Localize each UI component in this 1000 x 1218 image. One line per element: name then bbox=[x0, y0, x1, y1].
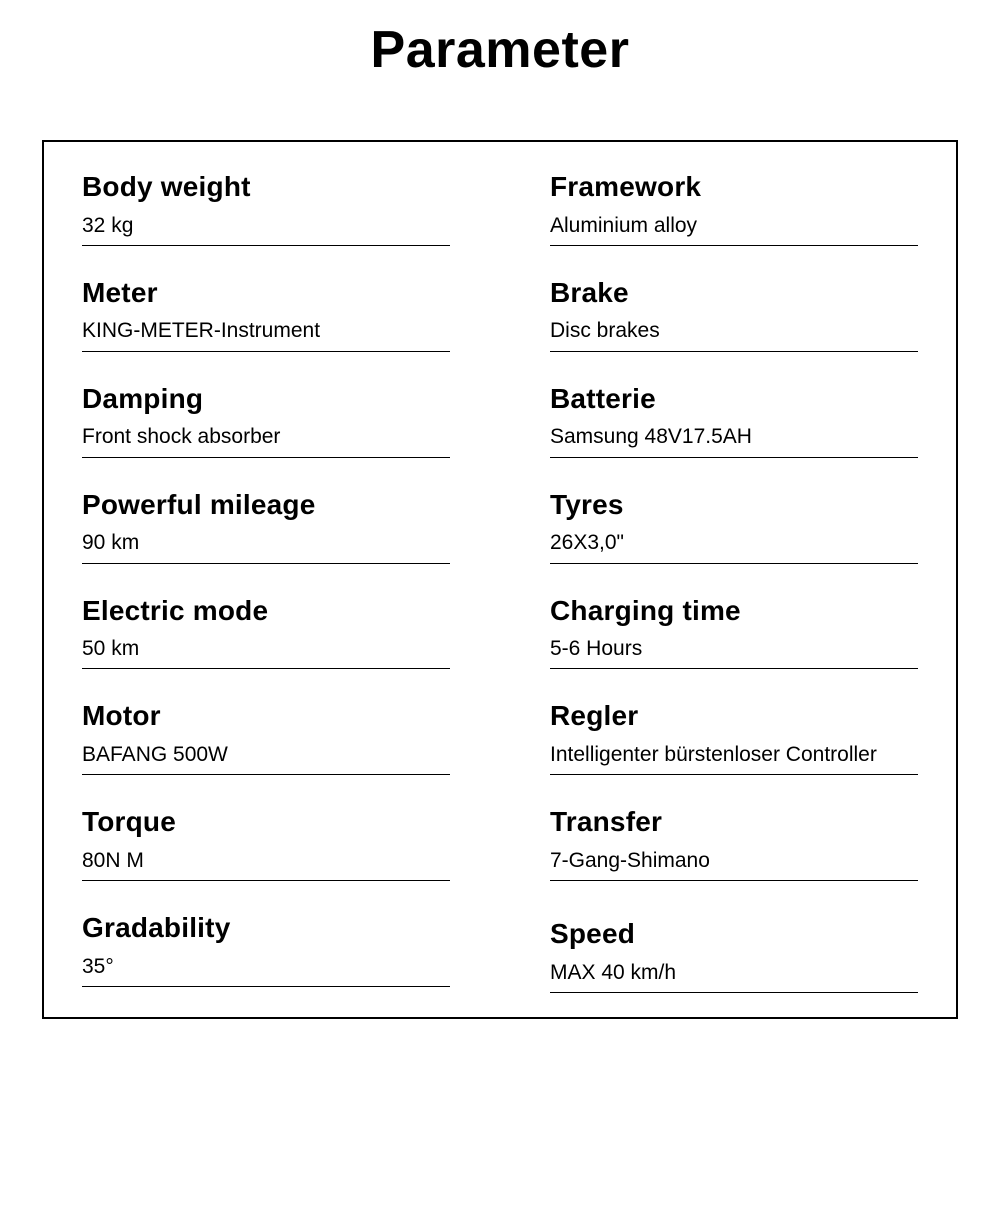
spec-item: Damping Front shock absorber bbox=[82, 382, 450, 458]
spec-item: Motor BAFANG 500W bbox=[82, 699, 450, 775]
spec-value: 90 km bbox=[82, 529, 450, 556]
spec-value: 5-6 Hours bbox=[550, 635, 918, 662]
column-left: Body weight 32 kg Meter KING-METER-Instr… bbox=[82, 170, 450, 993]
spec-value: 26X3,0" bbox=[550, 529, 918, 556]
spec-item: Body weight 32 kg bbox=[82, 170, 450, 246]
spec-label: Charging time bbox=[550, 594, 918, 628]
spec-label: Transfer bbox=[550, 805, 918, 839]
spec-label: Powerful mileage bbox=[82, 488, 450, 522]
spec-value: 32 kg bbox=[82, 212, 450, 239]
spec-value: KING-METER-Instrument bbox=[82, 317, 450, 344]
spec-value: MAX 40 km/h bbox=[550, 959, 918, 986]
spec-label: Damping bbox=[82, 382, 450, 416]
spec-item: Framework Aluminium alloy bbox=[550, 170, 918, 246]
spec-label: Meter bbox=[82, 276, 450, 310]
spec-value: Aluminium alloy bbox=[550, 212, 918, 239]
page-title: Parameter bbox=[0, 20, 1000, 80]
columns-container: Body weight 32 kg Meter KING-METER-Instr… bbox=[82, 170, 918, 993]
spec-item: Charging time 5-6 Hours bbox=[550, 594, 918, 670]
spec-label: Tyres bbox=[550, 488, 918, 522]
spec-label: Gradability bbox=[82, 911, 450, 945]
spec-label: Electric mode bbox=[82, 594, 450, 628]
spec-item: Speed MAX 40 km/h bbox=[550, 917, 918, 993]
parameter-box: Body weight 32 kg Meter KING-METER-Instr… bbox=[42, 140, 958, 1019]
spec-value: 7-Gang-Shimano bbox=[550, 847, 918, 874]
spec-item: Gradability 35° bbox=[82, 911, 450, 987]
spec-label: Motor bbox=[82, 699, 450, 733]
spec-label: Body weight bbox=[82, 170, 450, 204]
spec-item: Transfer 7-Gang-Shimano bbox=[550, 805, 918, 881]
spec-value: Front shock absorber bbox=[82, 423, 450, 450]
spec-label: Framework bbox=[550, 170, 918, 204]
spec-item: Brake Disc brakes bbox=[550, 276, 918, 352]
column-right: Framework Aluminium alloy Brake Disc bra… bbox=[550, 170, 918, 993]
spec-label: Torque bbox=[82, 805, 450, 839]
spec-value: 50 km bbox=[82, 635, 450, 662]
spec-value: 35° bbox=[82, 953, 450, 980]
spec-label: Speed bbox=[550, 917, 918, 951]
spec-item: Electric mode 50 km bbox=[82, 594, 450, 670]
spec-value: Disc brakes bbox=[550, 317, 918, 344]
spec-value: 80N M bbox=[82, 847, 450, 874]
spec-value: Samsung 48V17.5AH bbox=[550, 423, 918, 450]
spec-item: Tyres 26X3,0" bbox=[550, 488, 918, 564]
spec-item: Powerful mileage 90 km bbox=[82, 488, 450, 564]
spec-item: Batterie Samsung 48V17.5AH bbox=[550, 382, 918, 458]
spec-item: Regler Intelligenter bürstenloser Contro… bbox=[550, 699, 918, 775]
spec-item: Meter KING-METER-Instrument bbox=[82, 276, 450, 352]
spec-label: Brake bbox=[550, 276, 918, 310]
spec-value: Intelligenter bürstenloser Controller bbox=[550, 741, 918, 768]
spec-label: Regler bbox=[550, 699, 918, 733]
spec-label: Batterie bbox=[550, 382, 918, 416]
spec-value: BAFANG 500W bbox=[82, 741, 450, 768]
spec-item: Torque 80N M bbox=[82, 805, 450, 881]
